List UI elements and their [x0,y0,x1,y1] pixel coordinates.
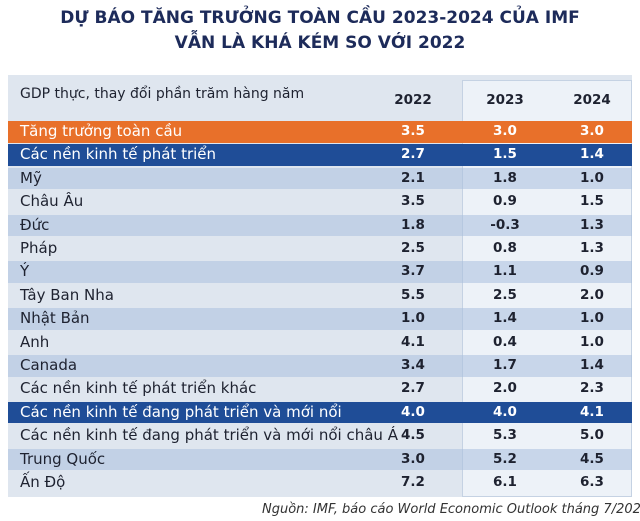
cell-value: 1.3 [580,240,604,256]
cell-value: 1.4 [580,357,604,373]
column-header: GDP thực, thay đổi phần trăm hàng năm [20,86,305,102]
row-label: Canada [20,356,78,374]
cell-value: 5.5 [401,286,425,303]
cell-value: 3.5 [401,193,425,210]
cell-value: 1.5 [580,193,604,210]
cell-value: 3.5 [401,123,425,139]
cell-value: 0.9 [580,263,604,280]
row-label: Các nền kinh tế phát triển [20,145,217,164]
row-label: Ý [20,262,30,281]
cell-value: 2.7 [401,146,425,163]
row-label: Pháp [20,239,58,257]
cell-value: 0.4 [493,333,517,350]
cell-value: 1.7 [493,357,517,373]
cell-value: 6.3 [580,474,604,490]
cell-value: 1.0 [401,310,425,327]
cell-value: 2.1 [401,169,425,186]
cell-value: 2.5 [401,240,425,256]
row-band [8,167,632,190]
cell-value: 3.0 [401,450,425,467]
row-label: Nhật Bản [20,309,90,328]
cell-value: 0.9 [493,193,517,210]
source: Nguồn: IMF, báo cáo World Economic Outlo… [262,502,640,517]
cell-value: 4.5 [580,450,604,467]
cell-value: 4.5 [401,427,425,444]
row-band [8,261,632,283]
cell-value: 1.1 [493,263,517,280]
row-band [8,144,632,166]
cell-value: 1.4 [580,146,604,163]
cell-value: 3.7 [401,263,425,280]
row-band [8,448,632,471]
cell-value: 1.3 [580,216,604,233]
row-band [8,308,632,330]
row-band [8,214,632,237]
row-label: Tây Ban Nha [20,285,114,304]
column-header: 2023 [486,92,524,108]
cell-value: -0.3 [490,216,520,233]
cell-value: 3.4 [401,357,425,373]
row-label: Châu Âu [20,192,84,211]
cell-value: 1.5 [493,146,517,163]
cell-value: 3.0 [580,123,604,139]
cell-value: 4.1 [401,333,425,350]
row-label: Các nền kinh tế đang phát triển và mới n… [20,402,342,421]
cell-value: 5.3 [493,427,517,444]
cell-value: 4.0 [401,403,425,420]
row-label: Trung Quốc [20,449,106,468]
title-line: VẪN LÀ KHÁ KÉM SO VỚI 2022 [174,33,466,53]
row-label: Đức [20,215,50,234]
row-label: Các nền kinh tế phát triển khác [20,379,257,398]
cell-value: 2.3 [580,380,604,397]
cell-value: 5.0 [580,427,604,444]
cell-value: 7.2 [401,474,425,490]
row-label: Anh [20,332,50,351]
column-header: 2024 [573,92,611,108]
row-label: Ấn Độ [20,473,66,491]
cell-value: 4.0 [493,403,517,420]
cell-value: 5.2 [493,450,517,467]
cell-value: 1.8 [401,216,425,233]
row-label: Tăng trưởng toàn cầu [20,122,183,140]
cell-value: 3.0 [493,123,517,139]
cell-value: 2.7 [401,380,425,397]
cell-value: 6.1 [493,474,517,490]
cell-value: 0.8 [493,240,517,256]
row-label: Mỹ [20,168,42,187]
cell-value: 2.0 [580,286,604,303]
column-header: 2022 [394,92,432,108]
row-band [8,401,632,424]
row-label: Các nền kinh tế đang phát triển và mới n… [20,426,398,445]
cell-value: 1.0 [580,310,604,327]
cell-value: 1.4 [493,310,517,327]
row-band [8,355,632,377]
cell-value: 2.5 [493,286,517,303]
cell-value: 4.1 [580,403,604,420]
cell-value: 1.0 [580,169,604,186]
cell-value: 1.0 [580,333,604,350]
cell-value: 2.0 [493,380,517,397]
row-band [8,121,632,143]
cell-value: 1.8 [493,169,517,186]
title-line: DỰ BÁO TĂNG TRƯỞNG TOÀN CẦU 2023-2024 CỦ… [60,8,580,28]
